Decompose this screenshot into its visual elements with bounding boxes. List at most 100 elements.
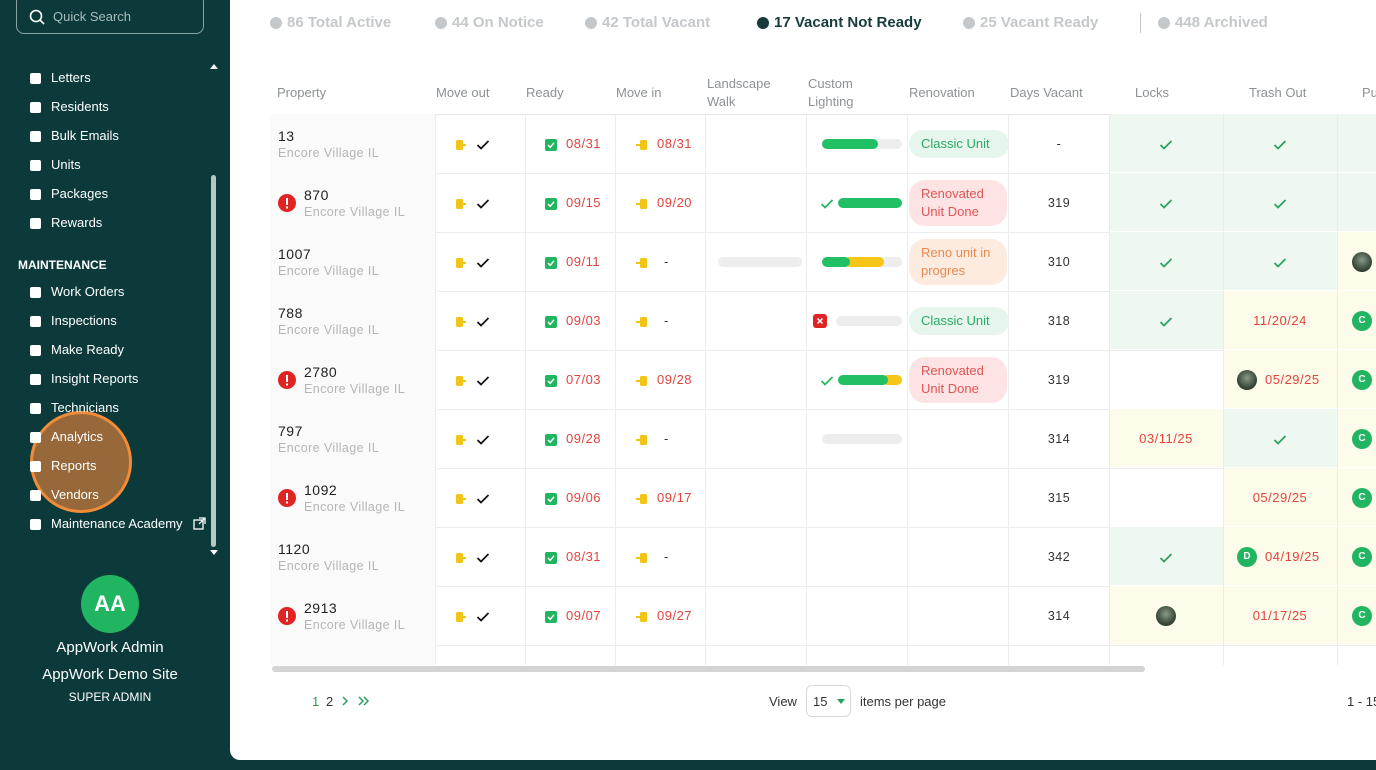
column-border [1223, 232, 1224, 291]
column-border [1109, 586, 1110, 645]
property-cell-bg [270, 527, 435, 586]
column-header[interactable]: Trash Out [1249, 85, 1307, 100]
column-border [615, 232, 616, 291]
column-header[interactable]: Ready [526, 85, 564, 100]
status-tab[interactable]: 17 Vacant Not Ready [757, 14, 922, 31]
menu-icon [30, 189, 41, 200]
h-scrollbar[interactable] [272, 666, 1145, 672]
column-border [705, 468, 706, 527]
next-page[interactable] [342, 696, 349, 706]
menu-item[interactable]: Reports [51, 458, 97, 473]
property-number[interactable]: 1120 [278, 541, 311, 557]
column-border [705, 409, 706, 468]
column-border [1337, 468, 1338, 527]
column-border [1008, 468, 1009, 527]
column-header[interactable]: Locks [1135, 85, 1169, 100]
column-header[interactable]: Pu [1362, 85, 1376, 100]
page-number[interactable]: 2 [326, 694, 334, 709]
property-number[interactable]: 13 [278, 128, 295, 144]
check-icon-svg [1159, 316, 1173, 327]
property-number[interactable]: 788 [278, 305, 303, 321]
column-border [525, 114, 526, 173]
progress-green [838, 374, 888, 385]
menu-item[interactable]: Insight Reports [51, 371, 139, 386]
user-avatar[interactable]: AA [81, 575, 139, 633]
move-in-icon-svg [636, 552, 647, 563]
community-name: Encore Village IL [304, 500, 406, 514]
column-border [806, 114, 807, 173]
days-vacant: 314 [1047, 431, 1071, 446]
column-header[interactable]: Move out [436, 85, 490, 100]
menu-icon [30, 432, 41, 443]
property-number[interactable]: 2913 [304, 600, 338, 616]
column-border [806, 350, 807, 409]
page-range: 1 - 15 [1347, 694, 1376, 709]
property-number[interactable]: 1007 [278, 246, 312, 262]
search-box[interactable]: Quick Search [16, 0, 204, 34]
status-tab[interactable]: 44 On Notice [435, 14, 544, 31]
property-number[interactable]: 2780 [304, 364, 338, 380]
status-tab[interactable]: 448 Archived [1158, 14, 1268, 31]
days-vacant: - [1056, 136, 1062, 151]
column-border [705, 527, 706, 586]
status-cell-bg [1110, 409, 1223, 467]
per-page-select[interactable]: 15 [806, 685, 851, 717]
ready-checkbox-svg [545, 138, 557, 151]
progress-green [822, 138, 878, 149]
scroll-down[interactable] [209, 549, 219, 557]
column-border [435, 645, 436, 665]
column-header[interactable]: Custom Lighting [808, 76, 854, 109]
status-tab[interactable]: 25 Vacant Ready [963, 14, 1098, 31]
last-page[interactable] [358, 696, 370, 706]
menu-item[interactable]: Vendors [51, 487, 99, 502]
column-border [1337, 409, 1338, 468]
ready-date: 07/03 [566, 371, 602, 387]
property-number[interactable]: 1092 [304, 482, 338, 498]
ready-checkbox [545, 315, 557, 328]
menu-item[interactable]: Work Orders [51, 284, 125, 299]
menu-item[interactable]: Make Ready [51, 342, 124, 357]
status-tab[interactable]: 86 Total Active [270, 14, 391, 31]
check-icon-svg [476, 139, 490, 150]
menu-item[interactable]: Rewards [51, 215, 103, 230]
scrollbar[interactable] [211, 175, 216, 547]
menu-item[interactable]: Maintenance Academy [51, 516, 183, 531]
ready-checkbox [545, 433, 557, 446]
check-icon [1159, 256, 1173, 268]
column-header[interactable]: Property [277, 85, 327, 100]
tab-label: 44 On Notice [452, 14, 544, 31]
column-border [435, 291, 436, 350]
property-number[interactable]: 870 [304, 187, 329, 203]
page-number[interactable]: 1 [312, 694, 320, 709]
menu-item[interactable]: Units [51, 157, 81, 172]
column-border [1337, 291, 1338, 350]
ready-checkbox-svg [545, 610, 557, 623]
menu-item[interactable]: Bulk Emails [51, 128, 119, 143]
column-border [1337, 527, 1338, 586]
days-vacant: 315 [1047, 490, 1071, 505]
menu-item[interactable]: Residents [51, 99, 109, 114]
menu-item[interactable]: Letters [51, 70, 91, 85]
row-border [270, 527, 1376, 528]
move-out-icon [455, 433, 467, 445]
move-in-icon [636, 138, 648, 150]
external-link-icon-svg [193, 517, 206, 530]
column-header[interactable]: Landscape Walk [707, 76, 771, 109]
menu-item[interactable]: Analytics [51, 429, 104, 444]
move-in-icon-svg [636, 611, 647, 622]
column-header[interactable]: Days Vacant [1010, 85, 1083, 100]
check-icon [476, 551, 490, 563]
move-in-icon [636, 315, 648, 327]
status-date: 11/20/24 [1253, 312, 1307, 328]
user-name: AppWork Admin [56, 639, 164, 656]
menu-item[interactable]: Inspections [51, 313, 117, 328]
status-tab[interactable]: 42 Total Vacant [585, 14, 710, 31]
column-header[interactable]: Renovation [909, 85, 975, 100]
menu-item[interactable]: Packages [51, 186, 109, 201]
menu-item[interactable]: Technicians [51, 400, 119, 415]
scroll-up[interactable] [209, 62, 219, 70]
status-initial: C [1352, 487, 1372, 508]
tab-icon [270, 16, 282, 29]
column-header[interactable]: Move in [616, 85, 662, 100]
property-number[interactable]: 797 [278, 423, 303, 439]
